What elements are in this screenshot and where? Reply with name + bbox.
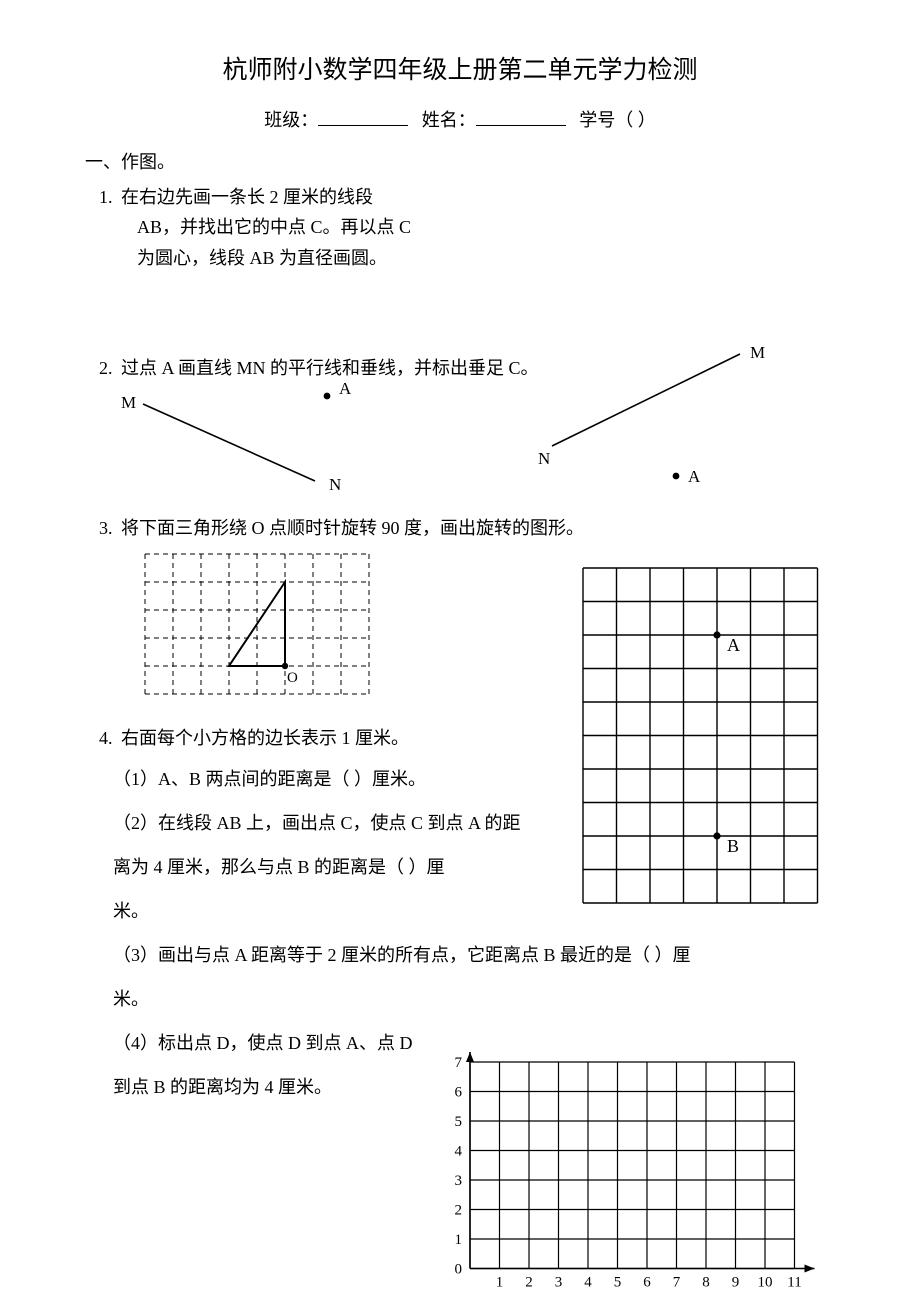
svg-text:5: 5 — [455, 1114, 463, 1130]
q4-right-grid: AB — [575, 560, 830, 915]
question-1: 1.在右边先画一条长 2 厘米的线段 AB，并找出它的中点 C。再以点 C 为圆… — [99, 182, 835, 274]
q2-right-N: N — [538, 449, 550, 468]
q4-s3a: （3）画出与点 A 距离等于 2 厘米的所有点，它距离点 B 最近的是（ ）厘 — [113, 937, 835, 973]
student-info-line: 班级： 姓名： 学号（ ） — [85, 105, 835, 136]
svg-text:2: 2 — [455, 1203, 463, 1219]
q3-num: 3. — [99, 513, 121, 544]
svg-text:A: A — [727, 635, 740, 655]
svg-text:3: 3 — [555, 1275, 563, 1291]
svg-text:6: 6 — [643, 1275, 651, 1291]
svg-text:7: 7 — [455, 1055, 463, 1071]
svg-text:7: 7 — [673, 1275, 681, 1291]
name-blank — [476, 108, 566, 126]
q2-right-figure: A M N — [530, 346, 790, 516]
svg-text:3: 3 — [455, 1173, 463, 1189]
svg-text:4: 4 — [455, 1144, 463, 1160]
svg-text:2: 2 — [525, 1275, 533, 1291]
svg-text:0: 0 — [455, 1262, 463, 1278]
svg-text:10: 10 — [758, 1275, 773, 1291]
q2-right-M: M — [750, 346, 765, 362]
q4-coord-grid: 1 2 3 4 5 6 7 8 9 10 11 0 1 2 3 4 5 6 7 — [440, 1050, 840, 1305]
q2-left-N: N — [329, 475, 341, 494]
q4-text: 右面每个小方格的边长表示 1 厘米。 — [121, 728, 409, 748]
svg-text:9: 9 — [732, 1275, 740, 1291]
q4-s3b: 米。 — [113, 981, 835, 1017]
q2-left-figure: A M N — [115, 376, 375, 516]
q1-num: 1. — [99, 182, 121, 213]
q1-l2: AB，并找出它的中点 C。再以点 C — [137, 217, 411, 237]
q2-left-A: A — [339, 379, 352, 398]
q1-l3: 为圆心，线段 AB 为直径画圆。 — [137, 248, 387, 268]
svg-text:6: 6 — [455, 1085, 463, 1101]
svg-text:8: 8 — [702, 1275, 710, 1291]
question-3: 3.将下面三角形绕 O 点顺时针旋转 90 度，画出旋转的图形。 — [99, 513, 835, 544]
q3-text: 将下面三角形绕 O 点顺时针旋转 90 度，画出旋转的图形。 — [121, 518, 584, 538]
name-label: 姓名： — [422, 110, 476, 130]
q3-grid: O — [135, 548, 385, 713]
svg-text:B: B — [727, 836, 739, 856]
q2-left-M: M — [121, 393, 136, 412]
svg-text:4: 4 — [584, 1275, 592, 1291]
section-1-heading: 一、作图。 — [85, 147, 835, 178]
svg-text:11: 11 — [787, 1275, 801, 1291]
id-label: 学号（ ） — [579, 110, 656, 130]
class-blank — [318, 108, 408, 126]
q1-l1: 在右边先画一条长 2 厘米的线段 — [121, 187, 373, 207]
q4-num: 4. — [99, 723, 121, 754]
svg-text:5: 5 — [614, 1275, 622, 1291]
page-title: 杭师附小数学四年级上册第二单元学力检测 — [85, 50, 835, 93]
svg-text:O: O — [287, 670, 298, 686]
svg-text:1: 1 — [496, 1275, 504, 1291]
q2-right-A: A — [688, 467, 701, 486]
class-label: 班级： — [264, 110, 318, 130]
svg-text:1: 1 — [455, 1232, 463, 1248]
